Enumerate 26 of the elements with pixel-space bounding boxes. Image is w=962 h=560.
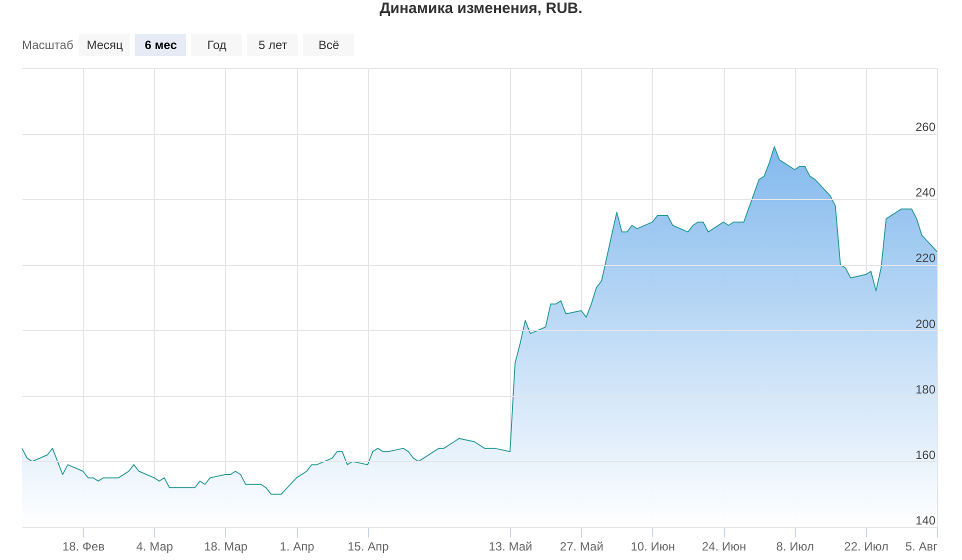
y-tick-label: 160 bbox=[915, 448, 936, 462]
x-tick-label: 1. Апр bbox=[280, 540, 315, 554]
x-tick-label: 24. Июн bbox=[702, 540, 746, 554]
x-tick-label: 8. Июл bbox=[776, 540, 814, 554]
range-button: Год bbox=[191, 34, 242, 56]
y-tick-label: 180 bbox=[915, 382, 936, 396]
y-tick-label: 140 bbox=[915, 514, 936, 528]
y-tick-label: 240 bbox=[915, 186, 936, 200]
x-tick-label: 15. Апр bbox=[348, 540, 390, 554]
x-tick-label: 18. Мар bbox=[204, 540, 248, 554]
x-tick-label: 5. Авг bbox=[905, 540, 938, 554]
y-tick-label: 260 bbox=[915, 120, 936, 134]
x-tick-label: 13. Май bbox=[488, 540, 532, 554]
x-tick-label: 22. Июл bbox=[844, 540, 889, 554]
text: Масштаб bbox=[22, 38, 74, 52]
x-tick-label: 18. Фев bbox=[62, 540, 105, 554]
range-button: Всё bbox=[303, 34, 354, 56]
y-tick-label: 220 bbox=[915, 251, 936, 266]
range-button: 6 мес bbox=[135, 34, 186, 56]
range-button: Месяц bbox=[79, 34, 130, 56]
x-tick-label: 27. Май bbox=[560, 540, 604, 554]
y-tick-label: 200 bbox=[915, 316, 936, 331]
x-tick-label: 10. Июн bbox=[630, 540, 675, 554]
range-button: 5 лет bbox=[247, 34, 298, 56]
x-tick-label: 4. Мар bbox=[136, 540, 174, 554]
chart-title: Динамика изменения, RUB. bbox=[378, 0, 584, 18]
